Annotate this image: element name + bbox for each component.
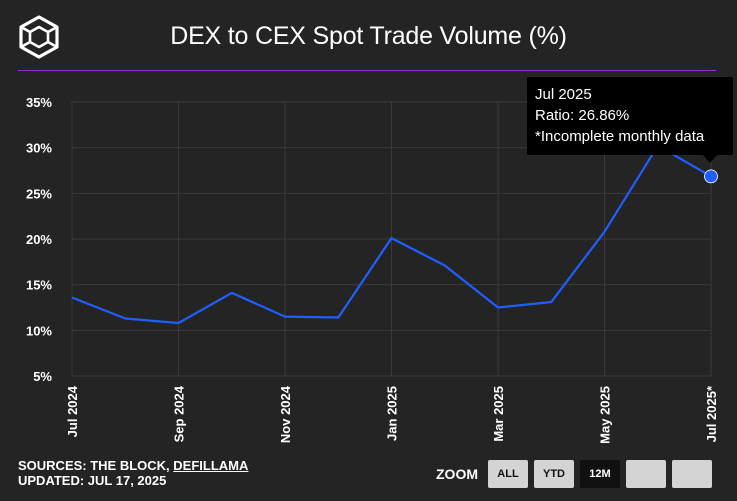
data-tooltip: Jul 2025 Ratio: 26.86% *Incomplete month… xyxy=(527,77,733,155)
cube-logo-icon xyxy=(19,15,59,59)
sources-prefix: SOURCES: THE BLOCK, xyxy=(18,458,174,473)
y-tick-label: 5% xyxy=(33,369,52,384)
x-tick-label: May 2025 xyxy=(598,386,613,444)
zoom-blank-button-1[interactable] xyxy=(626,460,666,488)
zoom-12m-button[interactable]: 12M xyxy=(580,460,620,488)
tooltip-ratio: Ratio: 26.86% xyxy=(535,107,630,124)
x-tick-label: Sep 2024 xyxy=(172,385,187,442)
y-tick-label: 30% xyxy=(26,141,52,156)
defillama-link[interactable]: DEFILLAMA xyxy=(173,458,249,473)
y-tick-label: 20% xyxy=(26,232,52,247)
zoom-all-button[interactable]: ALL xyxy=(488,460,528,488)
y-tick-label: 15% xyxy=(26,278,52,293)
x-tick-label: Nov 2024 xyxy=(278,385,293,443)
zoom-blank-button-2[interactable] xyxy=(672,460,712,488)
series-line xyxy=(71,144,712,325)
x-tick-label: Jul 2024 xyxy=(65,385,80,437)
y-tick-label: 25% xyxy=(26,186,52,201)
x-tick-label: Jan 2025 xyxy=(385,386,400,441)
chart-footer: SOURCES: THE BLOCK, DEFILLAMA UPDATED: J… xyxy=(18,458,248,488)
title-divider xyxy=(18,70,716,71)
tooltip-note: *Incomplete monthly data xyxy=(535,128,705,145)
y-tick-label: 35% xyxy=(26,95,52,110)
zoom-ytd-button[interactable]: YTD xyxy=(534,460,574,488)
chart-title: DEX to CEX Spot Trade Volume (%) xyxy=(170,22,567,50)
updated-date: UPDATED: JUL 17, 2025 xyxy=(18,473,167,488)
tooltip-date: Jul 2025 xyxy=(535,86,592,103)
x-tick-label: Jul 2025* xyxy=(704,385,719,442)
zoom-controls: ZOOM ALL YTD 12M xyxy=(436,460,718,488)
x-tick-label: Mar 2025 xyxy=(491,386,506,442)
sources-line: SOURCES: THE BLOCK, DEFILLAMA xyxy=(18,458,248,473)
y-tick-label: 10% xyxy=(26,323,52,338)
tooltip-pointer xyxy=(703,155,717,163)
highlighted-point xyxy=(704,169,718,184)
zoom-label: ZOOM xyxy=(436,466,478,482)
